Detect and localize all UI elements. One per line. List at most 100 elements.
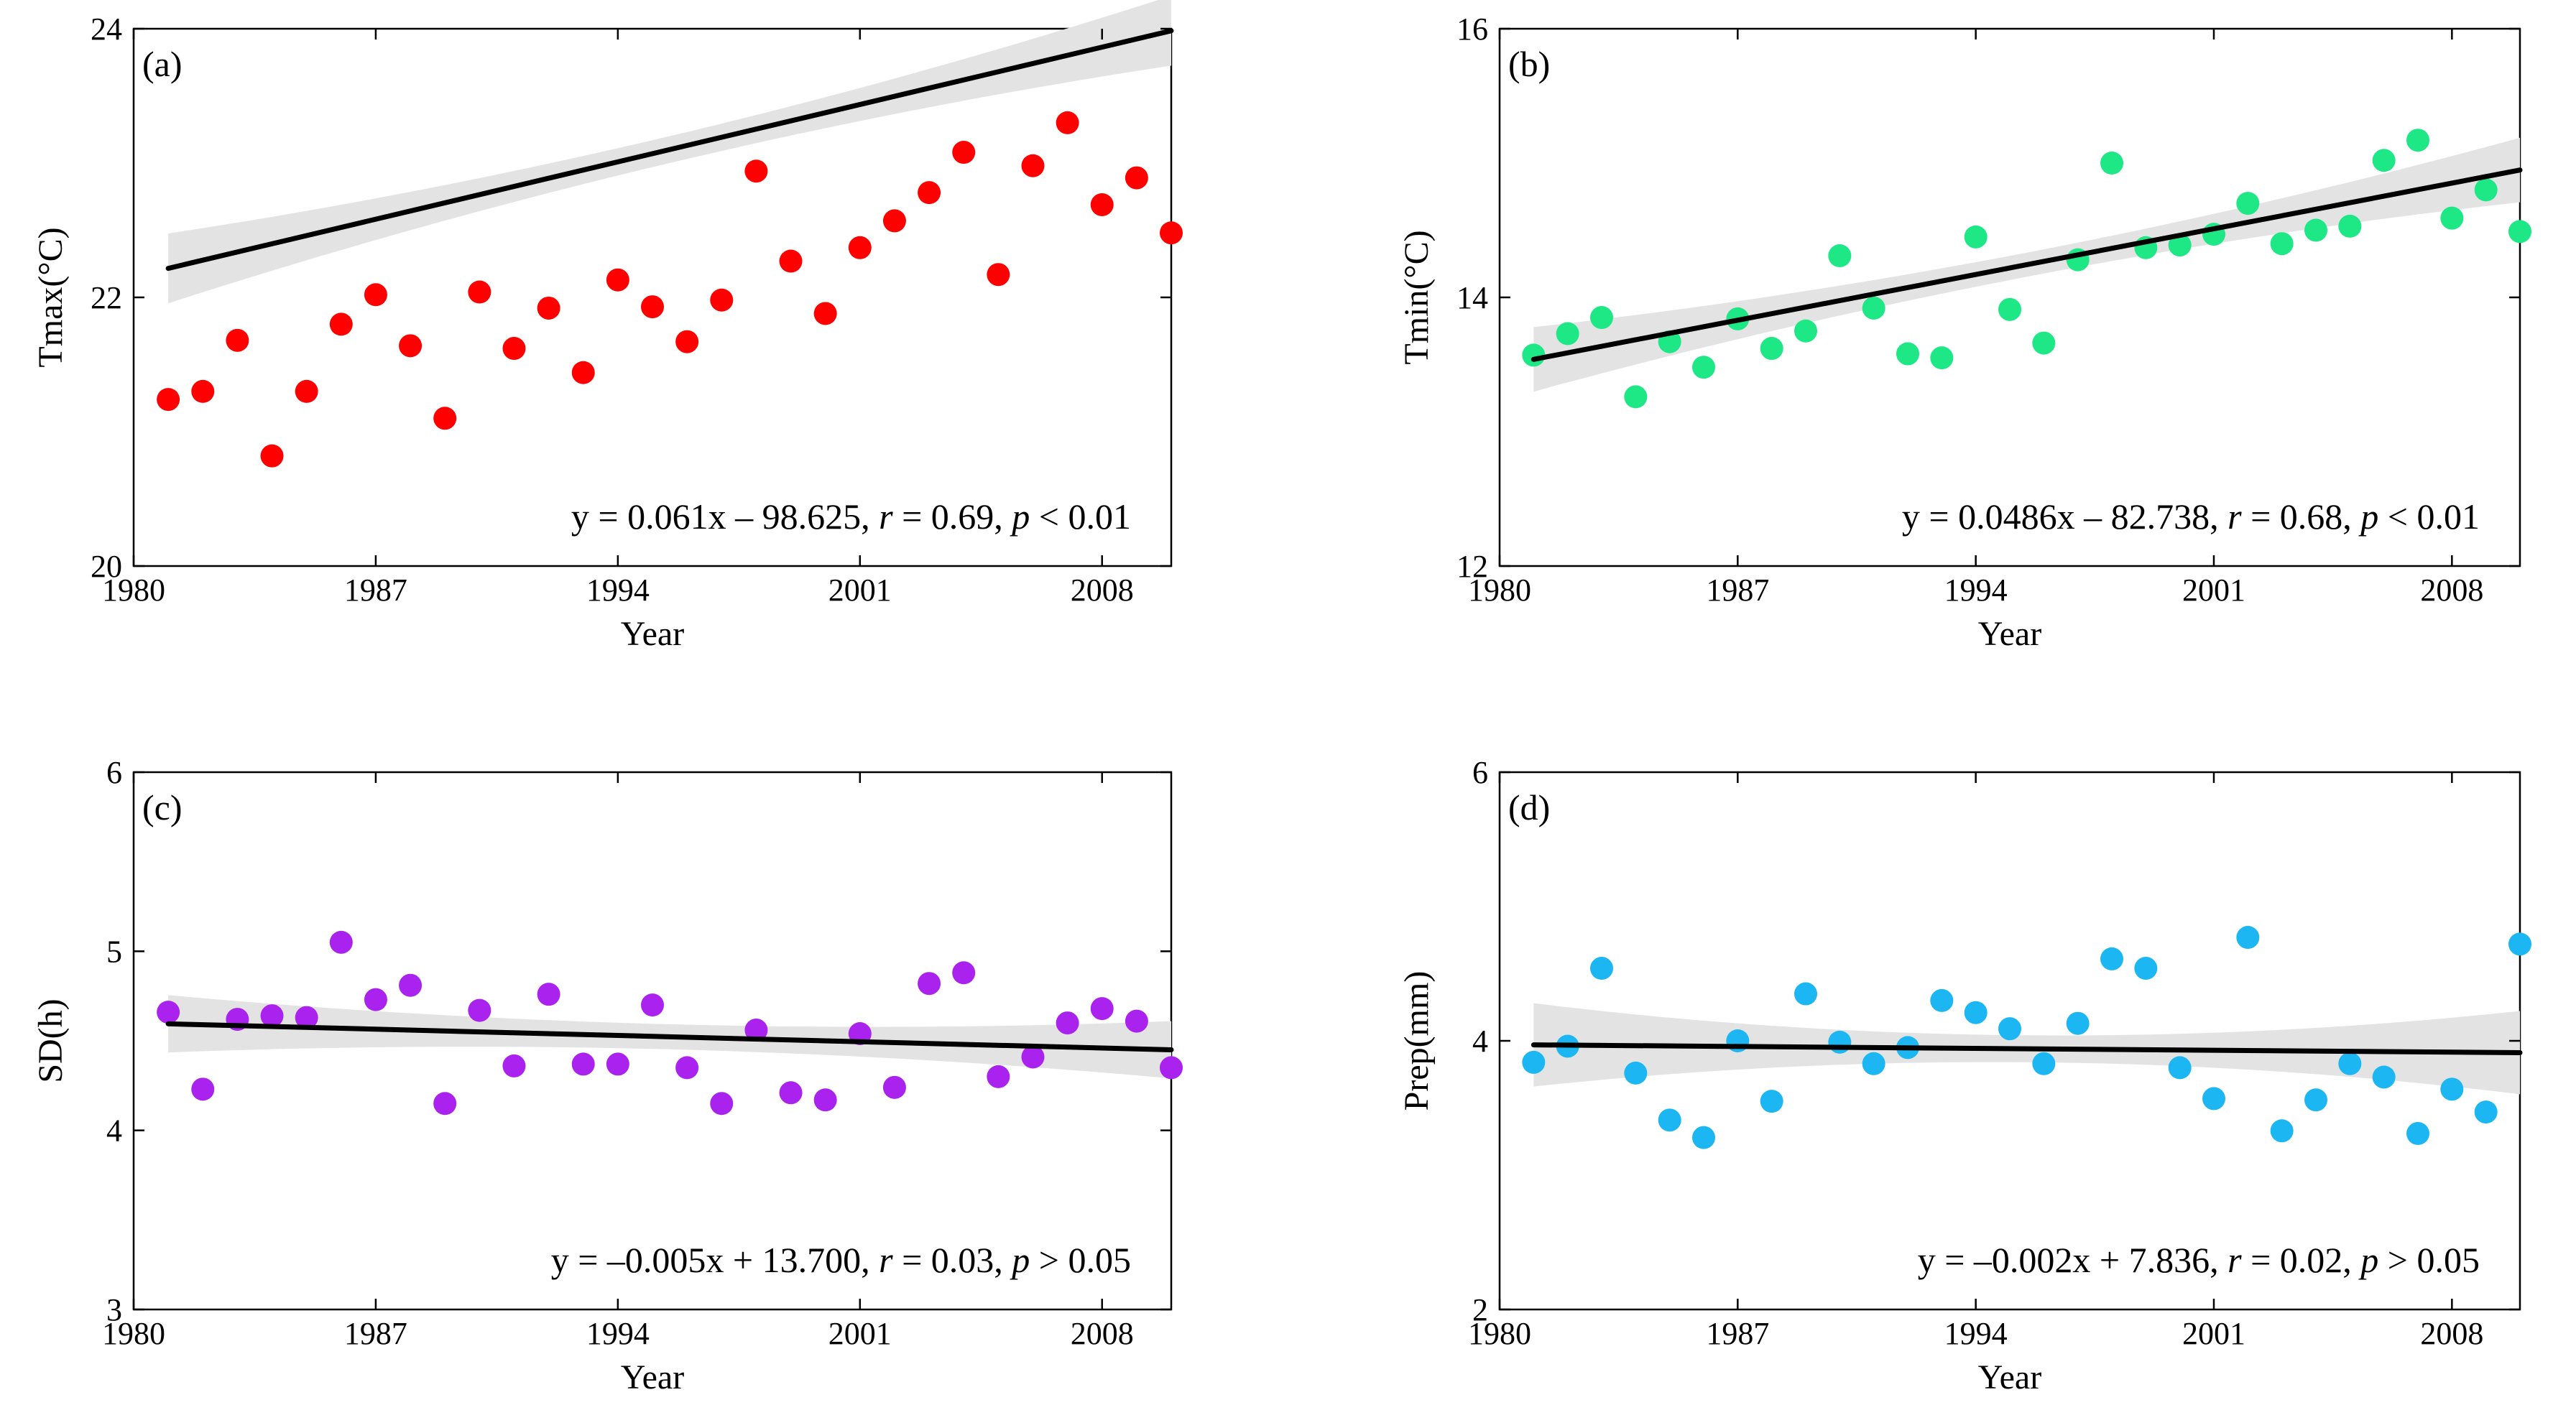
- panel-c-point-1988: [399, 973, 423, 997]
- panel-a-equation: y = 0.061x – 98.625, r = 0.69, p < 0.01: [571, 496, 1131, 537]
- panel-d-x-axis-label: Year: [1978, 1358, 2041, 1396]
- panel-d-y-axis-label: Prep(mm): [1398, 971, 1436, 1111]
- panel-a-point-2006: [1021, 154, 1045, 177]
- panel-c-fit-line: [165, 1021, 1174, 1052]
- panel-c-point-2000: [813, 1088, 837, 1112]
- panel-b-point-2003: [2270, 232, 2294, 256]
- panel-b-x-tick-label-1994: 1994: [1944, 572, 2008, 608]
- panel-c-point-1984: [260, 1004, 284, 1028]
- panel-a-point-2000: [813, 302, 837, 325]
- panel-b-point-2010: [2508, 220, 2531, 244]
- panel-b-point-1990: [1828, 244, 1852, 268]
- panel-b-point-2000: [2168, 233, 2192, 257]
- panel-a-y-tick-label-20: 20: [91, 549, 122, 584]
- panel-a-point-1992: [537, 296, 560, 320]
- panel-b-point-1995: [1998, 297, 2021, 321]
- panel-a-y-tick-label-24: 24: [91, 11, 122, 47]
- panel-c-point-2002: [882, 1075, 906, 1099]
- panel-b-point-1982: [1556, 322, 1579, 346]
- panel-a-point-1999: [779, 249, 803, 273]
- panel-d-point-1996: [2032, 1052, 2056, 1075]
- panel-d-point-1984: [1624, 1061, 1648, 1085]
- panel-c-point-1990: [468, 998, 491, 1022]
- panel-c-y-tick-label-6: 6: [106, 755, 122, 790]
- panel-b-point-2005: [2338, 214, 2362, 238]
- panel-a-point-1981: [157, 388, 180, 412]
- panel-c-point-1982: [191, 1077, 215, 1101]
- panel-b-point-1983: [1590, 306, 1613, 330]
- panel-a-point-1995: [641, 295, 664, 319]
- panel-b-point-2008: [2440, 206, 2464, 230]
- panel-c-point-1996: [675, 1056, 699, 1080]
- panel-a-x-tick-label-1980: 1980: [102, 572, 165, 608]
- panel-a-ticks: 1980 1987 1994 2001 2008 20 22 24: [91, 11, 1171, 608]
- panel-c-point-1991: [502, 1054, 526, 1077]
- panel-b-x-axis-label: Year: [1978, 615, 2041, 653]
- panel-d-y-tick-label-6: 6: [1472, 755, 1488, 790]
- panel-d-point-2009: [2474, 1100, 2498, 1124]
- panel-c-regression-line: [165, 1021, 1174, 1052]
- panel-a-point-1990: [468, 280, 491, 304]
- panel-a-point-1991: [502, 337, 526, 361]
- panel-b-point-1986: [1692, 356, 1715, 379]
- panel-a-point-2001: [848, 236, 872, 259]
- panel-d-point-1998: [2100, 947, 2123, 970]
- panel-a-point-1983: [226, 328, 249, 352]
- panel-a-tmax: 1980 1987 1994 2001 2008 20 22 24 (a) y = 0.061…: [32, 0, 1183, 653]
- panel-a-point-2002: [882, 209, 906, 233]
- panel-d-point-2005: [2338, 1052, 2362, 1075]
- panel-b-point-1981: [1522, 343, 1546, 367]
- panel-b-point-2002: [2236, 192, 2260, 215]
- panel-d-point-1983: [1590, 957, 1613, 980]
- panel-a-point-2009: [1125, 166, 1148, 190]
- panel-a-x-axis-label: Year: [621, 615, 684, 653]
- panel-d-x-tick-label-1980: 1980: [1468, 1316, 1531, 1351]
- panel-d-point-1991: [1862, 1052, 1885, 1075]
- panel-c-point-1997: [710, 1092, 734, 1116]
- panel-d-point-2007: [2406, 1122, 2429, 1146]
- panel-b-point-1998: [2100, 152, 2123, 175]
- panel-b-point-1994: [1964, 225, 1988, 249]
- panel-b-tmin: 1980 1987 1994 2001 2008 12 14 16 (b) y = 0.048…: [1398, 11, 2531, 653]
- panel-d-x-tick-label-1987: 1987: [1706, 1316, 1769, 1351]
- panel-c-point-2009: [1125, 1009, 1148, 1033]
- panel-a-y-tick-label-22: 22: [91, 280, 122, 315]
- panel-c-y-tick-label-3: 3: [106, 1292, 122, 1327]
- panel-d-x-tick-label-1994: 1994: [1944, 1316, 2008, 1351]
- panel-d-prep: 1980 1987 1994 2001 2008 2 4 6 (d) y = –0.002x …: [1398, 755, 2531, 1396]
- panel-a-y-axis-label: Tmax(°C): [32, 227, 70, 367]
- panel-c-x-tick-label-1994: 1994: [586, 1316, 650, 1351]
- panel-c-point-2010: [1160, 1056, 1183, 1080]
- panel-d-point-1997: [2066, 1011, 2090, 1035]
- panel-c-x-tick-label-2001: 2001: [828, 1316, 892, 1351]
- panel-c-label: (c): [142, 787, 183, 827]
- panel-b-point-1993: [1930, 346, 1954, 370]
- panel-a-point-2005: [987, 263, 1010, 287]
- panel-c-point-1992: [537, 983, 560, 1006]
- panel-d-point-1990: [1828, 1030, 1852, 1054]
- panel-b-regression-line: [1531, 167, 2523, 362]
- panel-d-point-1993: [1930, 988, 1954, 1012]
- panel-a-point-1989: [433, 407, 457, 430]
- panel-c-y-tick-label-4: 4: [106, 1113, 122, 1149]
- panel-a-point-2008: [1090, 193, 1114, 216]
- panel-b-point-1984: [1624, 385, 1648, 409]
- panel-a-x-tick-label-2008: 2008: [1071, 572, 1134, 608]
- panel-b-point-1992: [1896, 342, 1919, 366]
- panel-c-y-axis-label: SD(h): [32, 998, 70, 1082]
- panel-c-points: [157, 930, 1183, 1116]
- panel-c-point-1994: [606, 1052, 629, 1076]
- panel-c-point-2005: [987, 1065, 1010, 1088]
- panel-d-point-1999: [2134, 957, 2158, 980]
- panel-c-point-2008: [1090, 997, 1114, 1021]
- panel-b-point-2009: [2474, 178, 2498, 202]
- panel-b-frame: [1498, 27, 2521, 567]
- panel-d-point-1989: [1794, 982, 1817, 1006]
- panel-d-point-2004: [2304, 1088, 2327, 1112]
- panel-d-point-1994: [1964, 1001, 1988, 1024]
- panel-b-y-axis-label: Tmin(°C): [1398, 230, 1436, 364]
- panel-a-point-1985: [295, 379, 318, 403]
- panel-b-point-1991: [1862, 296, 1885, 320]
- panel-c-x-tick-label-1980: 1980: [102, 1316, 165, 1351]
